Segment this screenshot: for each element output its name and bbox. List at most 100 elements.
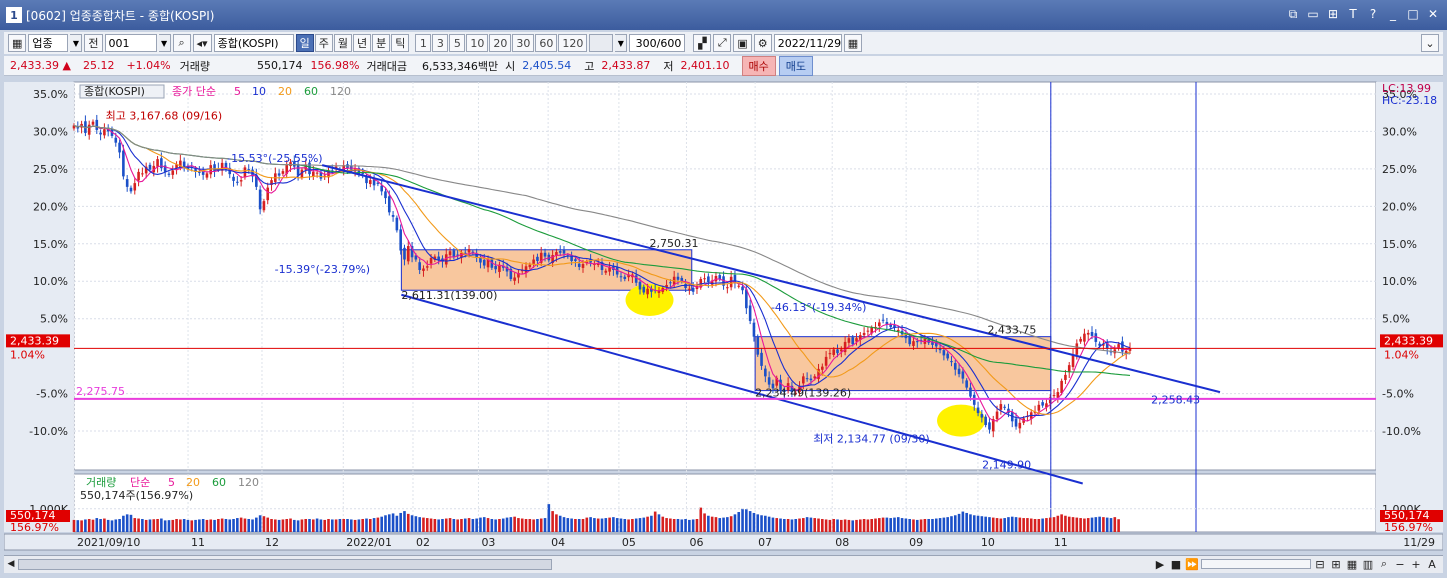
interval-button-20[interactable]: 20 bbox=[489, 34, 512, 52]
volume-bar bbox=[699, 507, 703, 532]
candle-body bbox=[726, 287, 729, 289]
count-input[interactable]: 300/600 bbox=[629, 34, 686, 52]
candle-body bbox=[475, 253, 478, 259]
split-h-icon[interactable]: ⊞ bbox=[1331, 557, 1341, 571]
candle-body bbox=[182, 161, 186, 167]
x-tick-label: 07 bbox=[758, 536, 772, 549]
gear-icon[interactable]: ⚙ bbox=[753, 34, 772, 52]
interval-button-3[interactable]: 3 bbox=[432, 34, 449, 52]
scroll-thumb[interactable] bbox=[18, 559, 552, 570]
period-tab-4[interactable]: 분 bbox=[372, 34, 391, 52]
type-select[interactable]: 업종 bbox=[28, 34, 69, 52]
interval-button-120[interactable]: 120 bbox=[558, 34, 588, 52]
period-tab-0[interactable]: 일 bbox=[295, 34, 314, 52]
volume-bar bbox=[399, 512, 402, 532]
chevron-down-icon[interactable]: ▼ bbox=[615, 34, 628, 52]
period-tab-3[interactable]: 년 bbox=[352, 34, 372, 52]
fast-forward-icon[interactable]: ⏩ bbox=[1185, 557, 1199, 571]
volume-bar bbox=[1064, 515, 1067, 532]
annotation-2: -15.39°(-23.79%) bbox=[275, 263, 370, 276]
candle-body bbox=[931, 341, 934, 345]
volume-bar bbox=[874, 518, 877, 532]
date-input[interactable]: 2022/11/29 bbox=[773, 34, 842, 52]
candle-body bbox=[995, 411, 999, 420]
interval-button-5[interactable]: 5 bbox=[449, 34, 466, 52]
grid-icon[interactable]: ▦ bbox=[8, 34, 27, 52]
grid-view-icon[interactable]: ▦ bbox=[1346, 557, 1358, 571]
interval-button-60[interactable]: 60 bbox=[535, 34, 558, 52]
volume-bar bbox=[251, 519, 254, 532]
chevron-down-icon[interactable]: ▼ bbox=[158, 34, 171, 52]
volume-bar bbox=[976, 515, 980, 532]
hc-label: HC:-23.18 bbox=[1382, 94, 1437, 107]
interval-button-30[interactable]: 30 bbox=[512, 34, 535, 52]
interval-button-10[interactable]: 10 bbox=[466, 34, 489, 52]
volume-bar bbox=[961, 511, 965, 532]
zoom-icon[interactable]: ⌕ bbox=[1380, 557, 1388, 570]
calendar-icon[interactable]: ▦ bbox=[843, 34, 863, 52]
volume-bar bbox=[680, 519, 684, 532]
volume-bar bbox=[813, 518, 817, 532]
maximize-icon[interactable]: □ bbox=[1407, 7, 1419, 21]
chevron-down-icon[interactable]: ⌄ bbox=[1421, 34, 1439, 52]
minus-icon[interactable]: − bbox=[1395, 557, 1405, 571]
bar-view-icon[interactable]: ▥ bbox=[1362, 557, 1374, 571]
font-size-icon[interactable]: A bbox=[1428, 557, 1436, 571]
font-icon[interactable]: T bbox=[1349, 7, 1357, 21]
volume-bar bbox=[406, 513, 410, 532]
save-icon[interactable]: ▣ bbox=[733, 34, 752, 52]
volume-bar bbox=[536, 518, 539, 532]
period-tab-2[interactable]: 월 bbox=[333, 34, 352, 52]
candle-body bbox=[1075, 343, 1079, 355]
candle-body bbox=[619, 276, 623, 278]
code-input[interactable]: 001 bbox=[104, 34, 157, 52]
buy-button[interactable]: 매수 bbox=[741, 55, 776, 76]
stop-icon[interactable]: ■ bbox=[1170, 557, 1182, 571]
interval-button-1[interactable]: 1 bbox=[415, 34, 432, 52]
candle-body bbox=[771, 383, 775, 389]
scroll-left-icon[interactable]: ◀ bbox=[7, 559, 15, 569]
restore-icon[interactable]: ⧉ bbox=[1288, 6, 1298, 21]
candle-body bbox=[148, 164, 152, 170]
search-icon[interactable]: ⌕ bbox=[172, 34, 191, 52]
candle-body bbox=[1121, 341, 1124, 352]
prefix-button[interactable]: 전 bbox=[84, 34, 103, 52]
lock-icon[interactable]: ⊞ bbox=[1327, 7, 1339, 21]
period-tab-1[interactable]: 주 bbox=[314, 34, 333, 52]
close-icon[interactable]: ✕ bbox=[1427, 7, 1439, 21]
zoom-slider[interactable] bbox=[1201, 559, 1311, 569]
volume-pct: 156.98% bbox=[310, 59, 360, 72]
tile-icon[interactable]: ▭ bbox=[1307, 7, 1319, 21]
volume-bar bbox=[349, 519, 353, 532]
candle-body bbox=[912, 341, 915, 346]
horizontal-scrollbar[interactable]: ◀ ▶ ■ ⏩ ⊟ ⊞ ▦ ▥ ⌕ − + A bbox=[4, 555, 1443, 573]
volume-bar bbox=[133, 518, 137, 532]
candle-body bbox=[608, 267, 611, 272]
scroll-right-icon[interactable]: ▶ bbox=[1155, 557, 1165, 571]
candle-body bbox=[285, 165, 289, 174]
speaker-icon[interactable]: ◂▾ bbox=[192, 34, 212, 52]
volume-bar bbox=[486, 518, 490, 532]
crosshair-icon[interactable]: ▞ bbox=[693, 34, 712, 52]
y-tick-left: 5.0% bbox=[40, 313, 68, 326]
plus-icon[interactable]: + bbox=[1411, 557, 1421, 571]
candle-body bbox=[133, 183, 137, 191]
zoom-icon[interactable]: ⤢ bbox=[713, 34, 732, 52]
minimize-icon[interactable]: _ bbox=[1390, 7, 1396, 21]
candle-body bbox=[642, 286, 646, 293]
price-tag-bg bbox=[1380, 334, 1443, 348]
help-icon[interactable]: ? bbox=[1369, 7, 1377, 21]
annotation-0: 최고 3,167.68 (09/16) bbox=[106, 109, 223, 122]
price-chart[interactable]: 35.0% 35.0% 30.0% 30.0% 25.0% 25.0% 20.0% 20.0%… bbox=[4, 78, 1443, 553]
candle-body bbox=[361, 173, 364, 175]
interval-select[interactable] bbox=[589, 34, 614, 52]
candle-body bbox=[946, 353, 949, 359]
volume-bar bbox=[194, 519, 197, 532]
y-tick-right: 15.0% bbox=[1382, 238, 1417, 251]
sell-button[interactable]: 매도 bbox=[778, 55, 813, 76]
volume-bar bbox=[634, 518, 638, 532]
volume-bar bbox=[653, 511, 657, 532]
split-icon[interactable]: ⊟ bbox=[1315, 557, 1325, 571]
chevron-down-icon[interactable]: ▼ bbox=[70, 34, 83, 52]
period-tab-5[interactable]: 틱 bbox=[391, 34, 410, 52]
